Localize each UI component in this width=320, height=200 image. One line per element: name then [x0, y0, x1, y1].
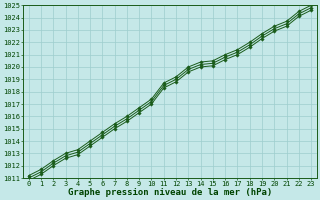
X-axis label: Graphe pression niveau de la mer (hPa): Graphe pression niveau de la mer (hPa) [68, 188, 272, 197]
